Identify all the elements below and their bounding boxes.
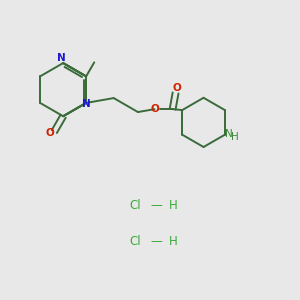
Text: —: — xyxy=(150,235,162,248)
Text: H: H xyxy=(169,200,178,212)
Text: N: N xyxy=(82,98,91,109)
Text: —: — xyxy=(150,200,162,212)
Text: Cl: Cl xyxy=(130,200,141,212)
Text: O: O xyxy=(150,104,159,114)
Text: N: N xyxy=(57,53,66,63)
Text: Cl: Cl xyxy=(130,235,141,248)
Text: H: H xyxy=(169,235,178,248)
Text: H: H xyxy=(231,132,239,142)
Text: O: O xyxy=(46,128,54,138)
Text: N: N xyxy=(224,129,232,139)
Text: O: O xyxy=(173,82,182,93)
